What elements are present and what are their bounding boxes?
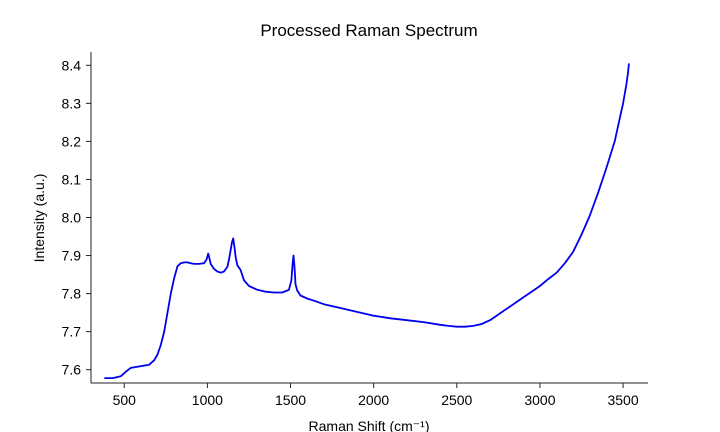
x-tick-label: 1000 (192, 392, 223, 408)
x-axis-ticks: 500 1000 1500 2000 2500 3000 3500 (113, 383, 639, 408)
y-axis-label: Intensity (a.u.) (31, 174, 47, 263)
x-axis-label: Raman Shift (cm⁻¹) (309, 418, 430, 432)
y-tick-label: 8.2 (62, 133, 82, 149)
x-tick-label: 3500 (607, 392, 638, 408)
series-line-0 (104, 63, 630, 379)
x-tick-label: 3000 (524, 392, 555, 408)
y-tick-label: 8.4 (62, 57, 82, 73)
x-tick-label: 500 (113, 392, 137, 408)
x-tick-label: 2000 (358, 392, 389, 408)
x-tick-label: 2500 (441, 392, 472, 408)
y-tick-label: 8.1 (62, 171, 82, 187)
y-tick-label: 7.6 (62, 362, 82, 378)
y-axis-ticks: 7.6 7.7 7.8 7.9 8.0 8.1 8.2 8.3 8.4 (62, 57, 91, 378)
y-tick-label: 7.9 (62, 248, 82, 264)
y-tick-label: 7.8 (62, 286, 82, 302)
series-layer (104, 63, 630, 379)
y-tick-label: 8.0 (62, 210, 82, 226)
x-tick-label: 1500 (275, 392, 306, 408)
chart-title: Processed Raman Spectrum (260, 21, 477, 40)
y-tick-label: 8.3 (62, 95, 82, 111)
y-tick-label: 7.7 (62, 324, 82, 340)
